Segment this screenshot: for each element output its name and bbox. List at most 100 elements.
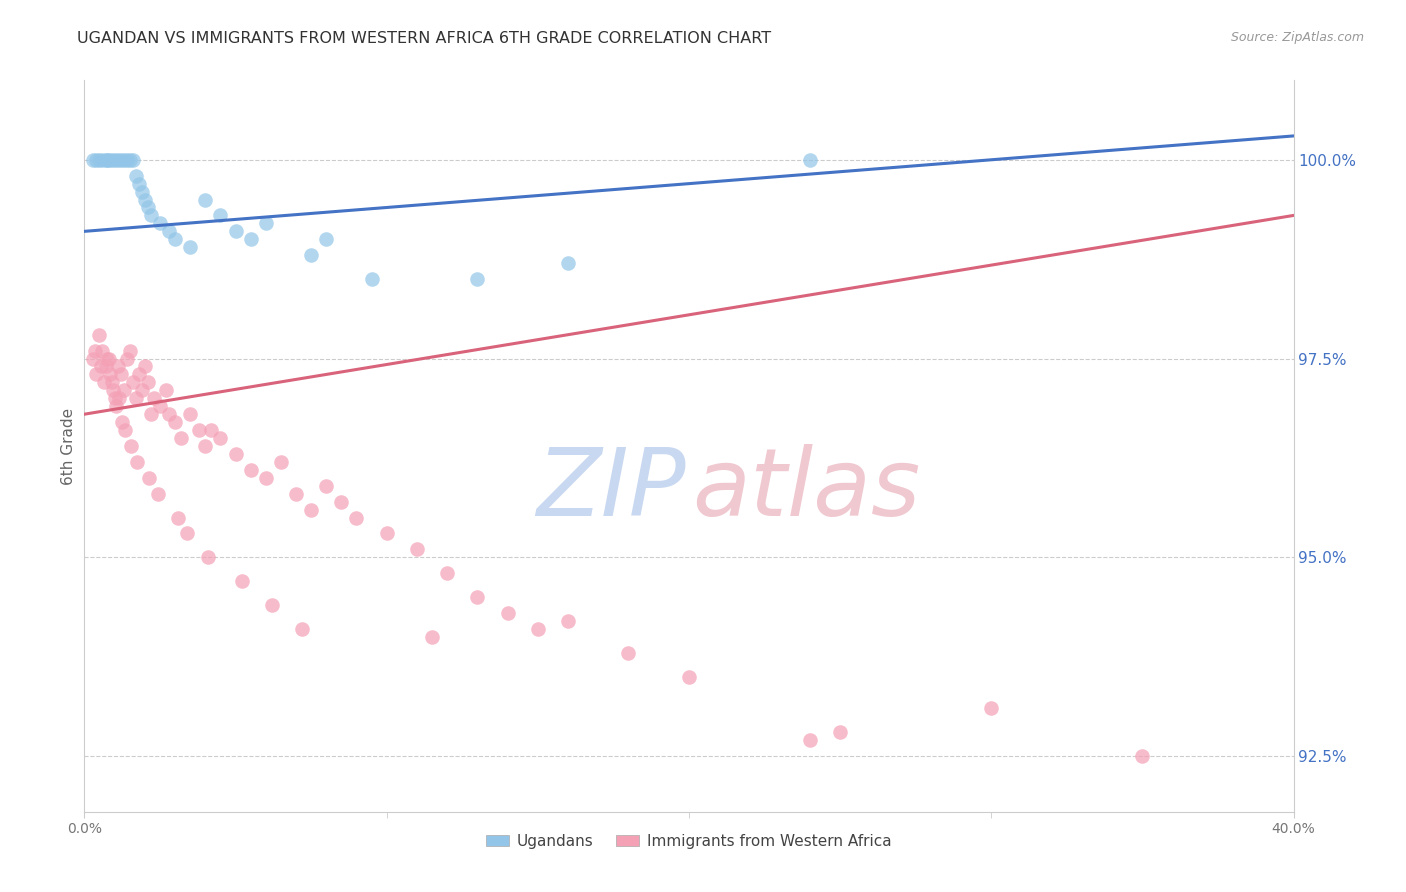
Point xyxy=(101,384,124,398)
Point xyxy=(467,272,489,286)
Point xyxy=(134,193,156,207)
Point xyxy=(239,232,262,246)
Point xyxy=(110,153,132,167)
Point xyxy=(90,359,112,374)
Point xyxy=(96,351,118,366)
Point xyxy=(291,622,314,636)
Point xyxy=(91,343,114,358)
Point xyxy=(131,185,153,199)
Point xyxy=(375,526,398,541)
Point xyxy=(118,343,141,358)
Point xyxy=(98,368,121,382)
Point xyxy=(82,153,104,167)
Point xyxy=(108,392,131,406)
Point xyxy=(118,153,141,167)
Point xyxy=(110,368,132,382)
Point xyxy=(270,455,292,469)
Point xyxy=(194,193,217,207)
Point xyxy=(315,232,337,246)
Point xyxy=(148,486,170,500)
Point xyxy=(104,153,127,167)
Point xyxy=(830,725,852,739)
Point xyxy=(467,590,489,604)
Point xyxy=(346,510,368,524)
Point xyxy=(94,153,117,167)
Point xyxy=(165,415,187,429)
Point xyxy=(107,359,129,374)
Point xyxy=(105,399,128,413)
Point xyxy=(121,376,143,390)
Point xyxy=(107,153,129,167)
Point xyxy=(138,471,160,485)
Point xyxy=(496,606,519,620)
Point xyxy=(115,351,138,366)
Point xyxy=(260,598,283,612)
Point xyxy=(149,216,172,230)
Point xyxy=(167,510,190,524)
Point xyxy=(799,153,821,167)
Point xyxy=(89,327,111,342)
Point xyxy=(139,407,162,421)
Point xyxy=(89,153,111,167)
Point xyxy=(157,224,180,238)
Point xyxy=(299,502,322,516)
Point xyxy=(209,431,232,445)
Point xyxy=(136,376,159,390)
Point xyxy=(125,169,148,183)
Point xyxy=(94,359,117,374)
Point xyxy=(225,447,247,461)
Point xyxy=(91,153,114,167)
Point xyxy=(115,153,138,167)
Point xyxy=(139,209,162,223)
Y-axis label: 6th Grade: 6th Grade xyxy=(60,408,76,484)
Point xyxy=(93,376,115,390)
Point xyxy=(111,415,134,429)
Point xyxy=(86,368,108,382)
Point xyxy=(157,407,180,421)
Point xyxy=(239,463,262,477)
Point xyxy=(97,153,120,167)
Point xyxy=(125,392,148,406)
Point xyxy=(617,646,640,660)
Point xyxy=(82,351,104,366)
Point xyxy=(155,384,177,398)
Point xyxy=(406,542,429,557)
Point xyxy=(96,153,118,167)
Point xyxy=(128,368,150,382)
Point xyxy=(104,392,127,406)
Point xyxy=(179,407,201,421)
Text: ZIP: ZIP xyxy=(536,444,685,535)
Point xyxy=(128,177,150,191)
Point xyxy=(799,733,821,747)
Point xyxy=(188,423,211,437)
Point xyxy=(97,351,120,366)
Point xyxy=(120,439,142,453)
Point xyxy=(84,343,107,358)
Point xyxy=(527,622,550,636)
Point xyxy=(420,630,443,644)
Point xyxy=(315,479,337,493)
Point xyxy=(86,153,108,167)
Point xyxy=(1132,749,1154,764)
Point xyxy=(179,240,201,254)
Point xyxy=(112,153,135,167)
Point xyxy=(100,153,122,167)
Point xyxy=(980,701,1002,715)
Point xyxy=(285,486,308,500)
Point xyxy=(360,272,382,286)
Point xyxy=(136,201,159,215)
Point xyxy=(114,423,136,437)
Point xyxy=(170,431,193,445)
Text: atlas: atlas xyxy=(693,444,921,535)
Point xyxy=(100,376,122,390)
Point xyxy=(678,669,700,683)
Point xyxy=(112,384,135,398)
Point xyxy=(134,359,156,374)
Point xyxy=(142,392,165,406)
Point xyxy=(225,224,247,238)
Point xyxy=(149,399,172,413)
Point xyxy=(176,526,198,541)
Legend: Ugandans, Immigrants from Western Africa: Ugandans, Immigrants from Western Africa xyxy=(479,828,898,855)
Point xyxy=(131,384,153,398)
Point xyxy=(436,566,458,581)
